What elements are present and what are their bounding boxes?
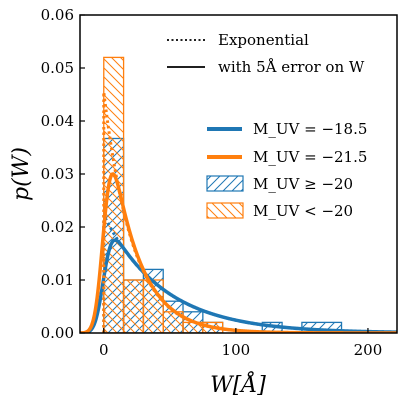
x-tick-label: 0 <box>99 341 109 359</box>
legend-label-faint: M_UV ≥ −20 <box>253 175 353 193</box>
legend-label-mag-18-5: M_UV = −18.5 <box>253 120 367 138</box>
y-tick-label: 0.01 <box>41 271 74 289</box>
hist-bar-bright-1 <box>122 279 145 333</box>
y-tick-label: 0.00 <box>41 324 74 342</box>
legend-hatch-bright <box>206 202 244 219</box>
x-axis-label: W[Å] <box>210 370 266 398</box>
y-tick-label: 0.03 <box>41 165 74 183</box>
y-tick-label: 0.05 <box>41 59 74 77</box>
legend-error-label: with 5Å error on W <box>218 58 365 76</box>
legend-hatch-faint <box>206 175 244 192</box>
x-tick-label: 200 <box>354 341 383 359</box>
series-legend: M_UV = −18.5 M_UV = −21.5 M_UV ≥ −20 M_U… <box>206 120 367 220</box>
axis-layer: 0 100 200 0.00 0.01 0.02 0.03 0.04 0.05 0.06 <box>41 6 383 359</box>
legend-label-bright: M_UV < −20 <box>253 202 353 220</box>
legend-exponential-label: Exponential <box>218 31 309 49</box>
y-axis-label: p(W) <box>9 147 34 201</box>
histogram-layer <box>103 56 343 333</box>
x-tick-label: 100 <box>222 341 251 359</box>
legend-label-mag-21-5: M_UV = −21.5 <box>253 148 367 166</box>
y-tick-label: 0.06 <box>41 6 74 24</box>
y-tick-label: 0.04 <box>41 112 74 130</box>
style-legend: Exponential with 5Å error on W <box>167 31 365 76</box>
convolved-curve-mag-18-5 <box>80 238 397 333</box>
y-tick-label: 0.02 <box>41 218 74 236</box>
